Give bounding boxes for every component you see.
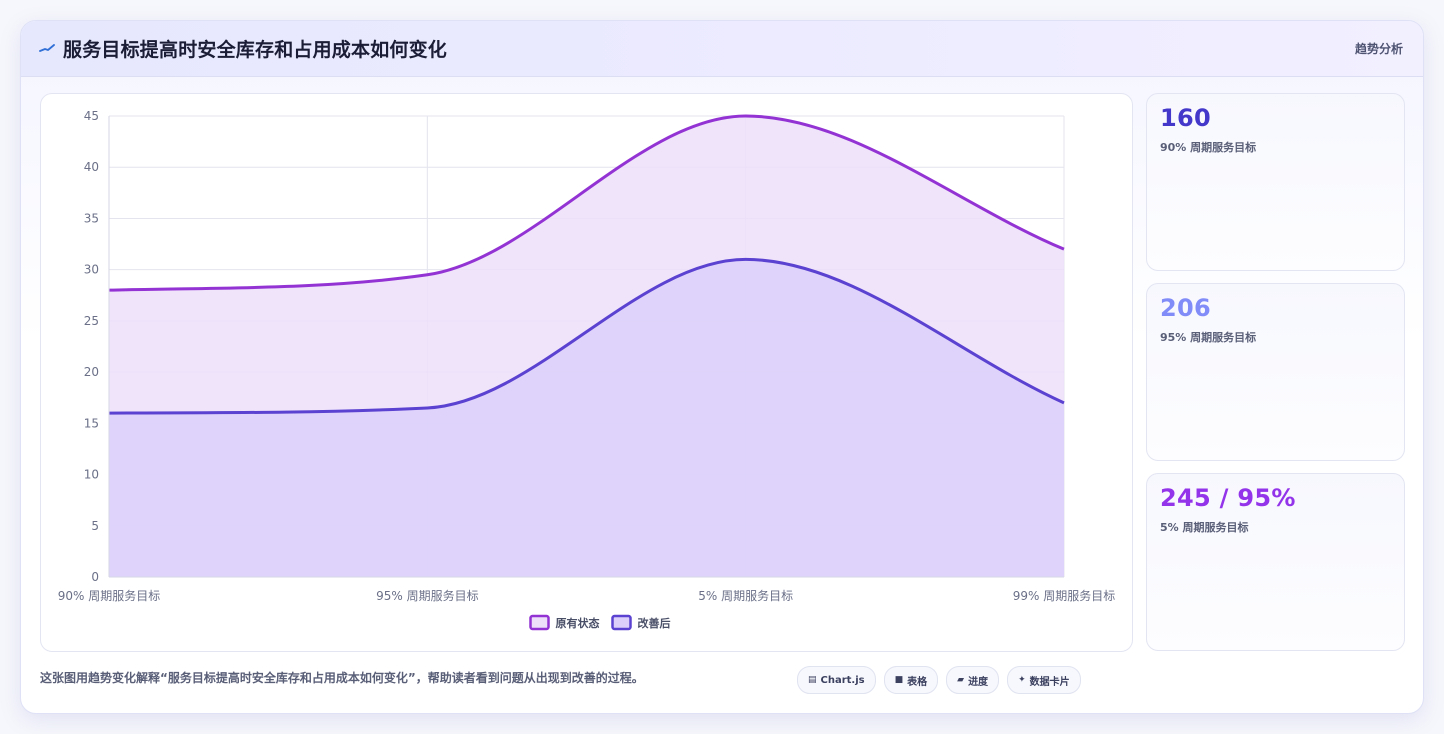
x-tick-label: 99% 周期服务目标 [1013, 588, 1116, 603]
dashboard-card: 服务目标提高时安全库存和占用成本如何变化 趋势分析 0 5 10 15 20 25 30 35… [20, 20, 1424, 714]
y-tick-label: 10 [84, 468, 99, 482]
kpi-card-3: 245 / 95% 5% 周期服务目标 [1146, 473, 1405, 651]
sparkle-icon: ✦ [1018, 675, 1026, 685]
progress-icon: ▰ [957, 675, 965, 685]
x-tick-label: 5% 周期服务目标 [698, 588, 793, 603]
y-tick-label: 0 [91, 570, 99, 584]
legend-swatch [529, 614, 550, 631]
kpi-label: 5% 周期服务目标 [1160, 521, 1249, 534]
kpi-value: 245 / 95% [1160, 484, 1296, 512]
legend-swatch [611, 614, 632, 631]
analysis-type-tag: 趋势分析 [1354, 42, 1403, 56]
table-icon: ■ [894, 675, 904, 685]
kpi-value: 160 [1160, 104, 1211, 132]
y-tick-label: 20 [84, 365, 99, 379]
area-chart: 0 5 10 15 20 25 30 35 40 45 90% 周期服务目标 95% 周期服务目标 5%… [58, 109, 1116, 631]
page-title: 服务目标提高时安全库存和占用成本如何变化 [63, 39, 448, 61]
chip-chartjs[interactable]: ▤ Chart.js [797, 666, 876, 694]
chart-icon: ▤ [808, 675, 817, 685]
chip-label: 进度 [968, 676, 989, 688]
series-line-2 [108, 257, 1065, 415]
x-tick-label: 95% 周期服务目标 [376, 588, 479, 603]
chip-label: Chart.js [820, 674, 865, 686]
kpi-card-1: 160 90% 周期服务目标 [1146, 93, 1405, 271]
y-tick-label: 25 [84, 314, 99, 328]
chip-table[interactable]: ■ 表格 [883, 666, 939, 694]
chart-panel: 0 5 10 15 20 25 30 35 40 45 90% 周期服务目标 95% 周期服务目标 5%… [40, 93, 1133, 652]
kpi-label: 95% 周期服务目标 [1160, 331, 1257, 344]
kpi-card-2: 206 95% 周期服务目标 [1146, 283, 1405, 461]
trend-line-icon [39, 39, 55, 57]
legend-label: 改善后 [638, 616, 671, 630]
chip-label: 数据卡片 [1029, 676, 1070, 688]
chip-data-card[interactable]: ✦ 数据卡片 [1007, 666, 1081, 694]
y-tick-label: 40 [84, 160, 99, 174]
series-line-1 [108, 114, 1065, 292]
kpi-value: 206 [1160, 294, 1211, 322]
y-tick-label: 35 [84, 211, 99, 225]
feature-chips: ▤ Chart.js ■ 表格 ▰ 进度 ✦ 数据卡片 [797, 666, 1081, 694]
y-tick-label: 30 [84, 263, 99, 277]
chip-label: 表格 [907, 676, 928, 688]
legend-label: 原有状态 [556, 616, 600, 630]
chip-progress[interactable]: ▰ 进度 [946, 666, 1000, 694]
y-tick-label: 45 [84, 109, 99, 123]
series-area-2 [109, 259, 1064, 577]
card-header: 服务目标提高时安全库存和占用成本如何变化 趋势分析 [21, 21, 1423, 77]
y-tick-label: 5 [91, 519, 99, 533]
chart-description: 这张图用趋势变化解释“服务目标提高时安全库存和占用成本如何变化”，帮助读者看到问… [40, 671, 644, 685]
kpi-label: 90% 周期服务目标 [1160, 141, 1257, 154]
x-tick-label: 90% 周期服务目标 [58, 588, 161, 603]
y-tick-label: 15 [84, 416, 99, 430]
